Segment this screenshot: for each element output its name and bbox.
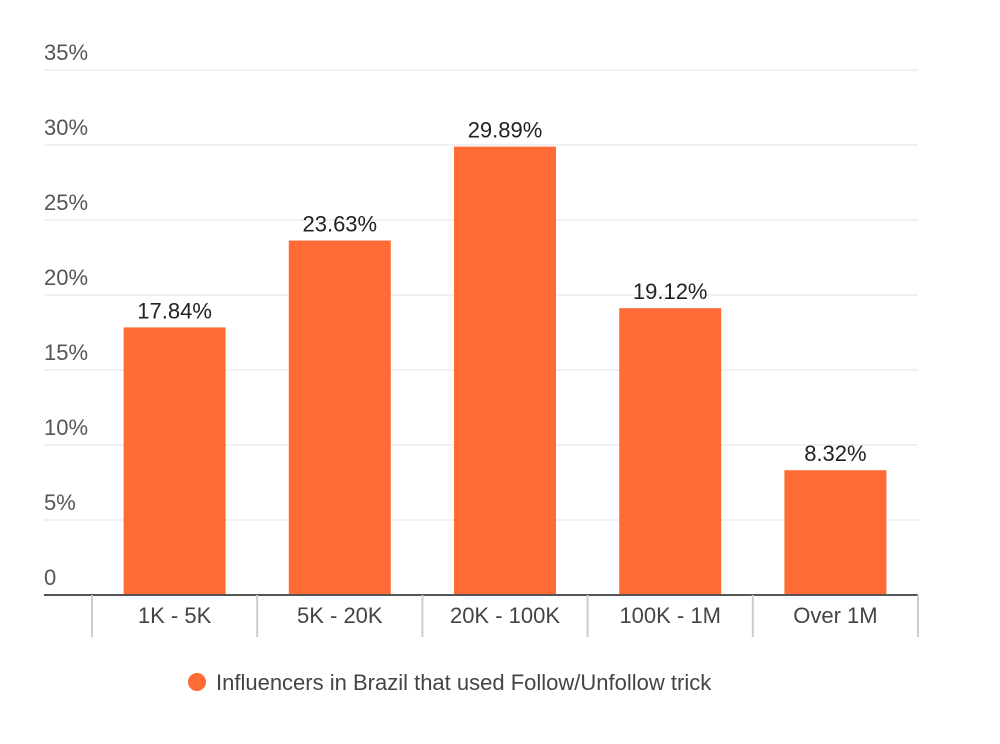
x-category-label: 20K - 100K <box>450 603 560 628</box>
data-label: 8.32% <box>804 441 866 466</box>
bar <box>288 240 391 596</box>
data-label: 23.63% <box>302 212 377 237</box>
legend-label: Influencers in Brazil that used Follow/U… <box>216 670 712 695</box>
data-labels: 17.84% 23.63% 29.89% 19.12% 8.32% <box>137 118 866 467</box>
y-tick-label: 25% <box>44 190 88 215</box>
y-tick-label: 10% <box>44 415 88 440</box>
y-axis-tick-labels: 0 5% 10% 15% 20% 25% 30% 35% <box>44 40 88 590</box>
legend: Influencers in Brazil that used Follow/U… <box>188 670 712 695</box>
y-tick-label: 20% <box>44 265 88 290</box>
x-category-label: 100K - 1M <box>619 603 721 628</box>
bar <box>123 327 226 595</box>
x-category-label: 1K - 5K <box>138 603 212 628</box>
bars <box>123 146 887 596</box>
y-tick-label: 30% <box>44 115 88 140</box>
x-category-label: 5K - 20K <box>297 603 383 628</box>
y-tick-label: 5% <box>44 490 76 515</box>
data-label: 17.84% <box>137 298 212 323</box>
legend-marker-icon <box>188 673 206 691</box>
data-label: 19.12% <box>633 279 708 304</box>
bar <box>454 146 556 595</box>
x-category-label: Over 1M <box>793 603 877 628</box>
y-tick-label: 15% <box>44 340 88 365</box>
x-axis: 1K - 5K 5K - 20K 20K - 100K 100K - 1M Over 1… <box>44 594 919 637</box>
y-tick-label: 0 <box>44 565 56 590</box>
bar <box>784 470 887 595</box>
y-tick-label: 35% <box>44 40 88 65</box>
data-label: 29.89% <box>468 118 543 143</box>
bar <box>619 308 722 595</box>
